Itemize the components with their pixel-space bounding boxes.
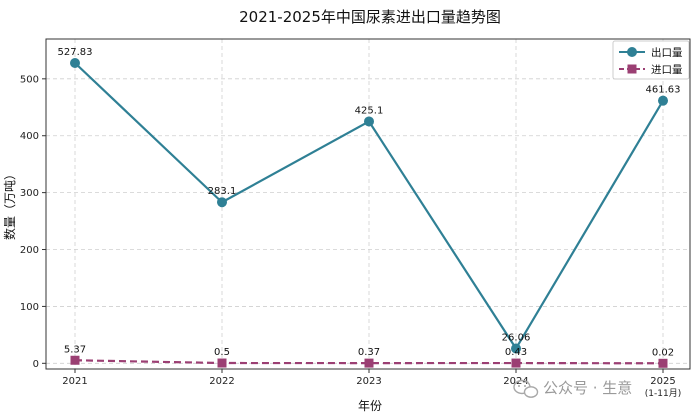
data-point-import xyxy=(70,355,80,365)
data-label-import: 0.02 xyxy=(652,347,674,358)
series-layer xyxy=(70,57,668,368)
y-tick-label: 300 xyxy=(20,188,39,199)
data-point-import xyxy=(511,358,521,368)
data-label-import: 0.37 xyxy=(358,347,380,358)
grid-lines xyxy=(46,39,690,369)
watermark: 公众号 · 生意 xyxy=(513,379,632,398)
data-label-export: 283.1 xyxy=(208,186,237,197)
y-tick-label: 0 xyxy=(33,359,39,370)
data-label-export: 425.1 xyxy=(355,105,384,116)
y-axis-ticks: 0 100 200 300 400 500 xyxy=(20,74,46,370)
data-label-export: 26.06 xyxy=(502,332,531,343)
legend-export-label: 出口量 xyxy=(651,46,683,59)
x-tick-sublabel: (1-11月) xyxy=(645,388,681,399)
data-point-export xyxy=(658,95,668,106)
series-line-import xyxy=(74,359,664,365)
legend-import-marker xyxy=(627,64,637,74)
watermark-text: 公众号 · 生意 xyxy=(543,379,632,397)
data-label-import: 0.43 xyxy=(505,347,527,358)
x-tick-label: 2023 xyxy=(356,376,381,387)
y-tick-label: 100 xyxy=(20,302,39,313)
data-point-export xyxy=(217,197,227,208)
data-point-import xyxy=(658,358,668,368)
x-tick-label: 2022 xyxy=(209,376,234,387)
legend: 出口量 进口量 xyxy=(612,40,690,80)
data-label-import: 5.37 xyxy=(64,344,86,355)
x-tick-label: 2024 xyxy=(503,376,528,387)
y-tick-label: 200 xyxy=(20,245,39,256)
y-tick-label: 500 xyxy=(20,74,39,85)
legend-import-label: 进口量 xyxy=(651,64,683,76)
x-axis-title: 年份 xyxy=(358,399,382,413)
data-point-export xyxy=(511,343,521,354)
x-tick-label: 2021 xyxy=(62,376,87,387)
x-axis-ticks: 2021 2022 2023 2024 2025(1-11月) xyxy=(62,369,681,399)
data-point-import xyxy=(364,358,374,368)
data-point-export xyxy=(364,116,374,127)
data-label-export: 461.63 xyxy=(646,85,681,96)
legend-export-marker xyxy=(627,47,637,57)
data-label-import: 0.5 xyxy=(214,347,230,358)
plot-area-frame xyxy=(45,38,691,370)
x-tick-label: 2025 xyxy=(650,376,675,387)
data-labels: 527.83 283.1 425.1 26.06 461.63 5.37 0.5 0.37 0.… xyxy=(58,47,681,358)
data-label-export: 527.83 xyxy=(58,47,93,58)
data-point-export xyxy=(70,57,80,68)
data-point-import xyxy=(217,358,227,368)
chart-title: 2021-2025年中国尿素进出口量趋势图 xyxy=(239,8,501,26)
wechat-icon xyxy=(513,379,539,398)
y-tick-label: 400 xyxy=(20,131,39,142)
y-axis-title: 数量（万吨） xyxy=(2,168,17,240)
